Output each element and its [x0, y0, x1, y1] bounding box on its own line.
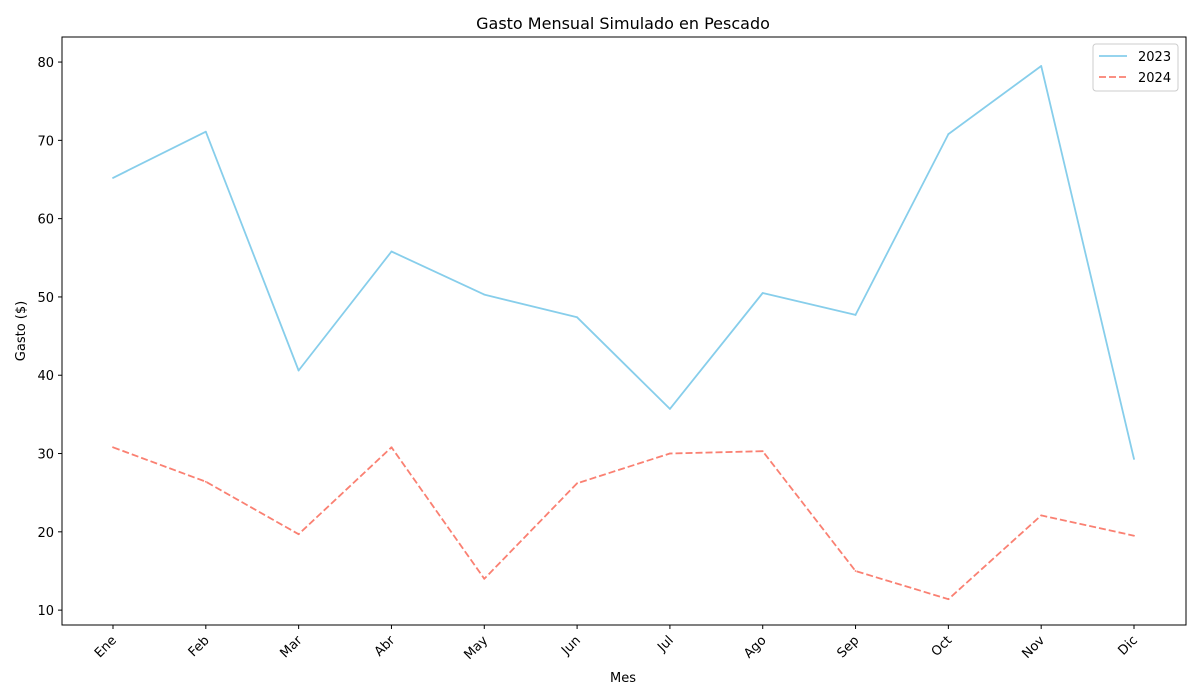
y-tick-label: 40 — [37, 369, 54, 384]
x-tick-label: Sep — [834, 633, 862, 661]
y-axis-label: Gasto ($) — [14, 301, 29, 361]
x-tick-label: Ago — [741, 633, 769, 661]
data-point-2024 — [204, 480, 207, 483]
x-tick-label: Feb — [186, 633, 213, 660]
data-point-2023 — [761, 292, 764, 294]
data-point-2024 — [112, 446, 114, 449]
data-point-2023 — [204, 130, 207, 133]
y-tick-label: 70 — [37, 134, 54, 149]
x-tick-label: Dic — [1116, 633, 1141, 658]
data-point-2023 — [297, 369, 300, 372]
x-tick-label: Mar — [278, 633, 306, 661]
y-tick-label: 50 — [37, 291, 54, 306]
series-line-2024 — [112, 446, 1135, 601]
data-point-2024 — [1040, 514, 1043, 517]
y-tick-label: 10 — [37, 604, 54, 619]
data-point-2023 — [669, 408, 671, 410]
data-point-2024 — [854, 570, 857, 572]
y-tick-label: 60 — [37, 213, 54, 228]
y-tick-label: 30 — [37, 448, 54, 463]
x-tick-label: Abr — [372, 633, 399, 660]
x-tick-label: May — [461, 633, 491, 663]
data-point-2024 — [761, 450, 764, 453]
data-point-2024 — [390, 446, 393, 449]
legend-label-2023: 2023 — [1138, 50, 1171, 65]
x-tick-label: Nov — [1019, 633, 1048, 662]
data-point-2023 — [1040, 65, 1043, 67]
x-tick-label: Ene — [92, 633, 120, 661]
data-point-2024 — [1133, 534, 1135, 537]
data-point-2023 — [854, 314, 857, 316]
data-point-2023 — [483, 293, 486, 296]
data-point-2024 — [576, 482, 578, 485]
data-point-2024 — [669, 452, 671, 455]
data-point-2023 — [1133, 458, 1135, 460]
x-tick-label: Oct — [929, 633, 956, 660]
data-point-2023 — [576, 316, 578, 319]
x-axis: Ene Feb Mar Abr May Jun Jul Ago Sep Oct Nov Dic — [92, 625, 1141, 663]
y-axis: 10 20 30 40 50 60 70 80 — [37, 56, 62, 619]
legend-label-2024: 2024 — [1138, 71, 1171, 86]
data-point-2023 — [947, 133, 950, 135]
y-tick-label: 80 — [37, 56, 54, 71]
series-layer — [112, 65, 1135, 601]
x-tick-label: Jun — [558, 633, 584, 659]
data-point-2024 — [297, 533, 300, 536]
data-point-2023 — [390, 250, 393, 253]
data-point-2024 — [483, 577, 486, 580]
data-point-2024 — [947, 598, 950, 601]
y-tick-label: 20 — [37, 526, 54, 541]
legend: 2023 2024 — [1092, 43, 1179, 92]
x-tick-label: Jul — [654, 633, 676, 655]
chart-title: Gasto Mensual Simulado en Pescado — [476, 14, 770, 33]
plot-frame — [61, 36, 1187, 626]
series-line-2023 — [112, 65, 1135, 460]
x-axis-label: Mes — [610, 671, 636, 686]
data-point-2023 — [112, 177, 114, 179]
